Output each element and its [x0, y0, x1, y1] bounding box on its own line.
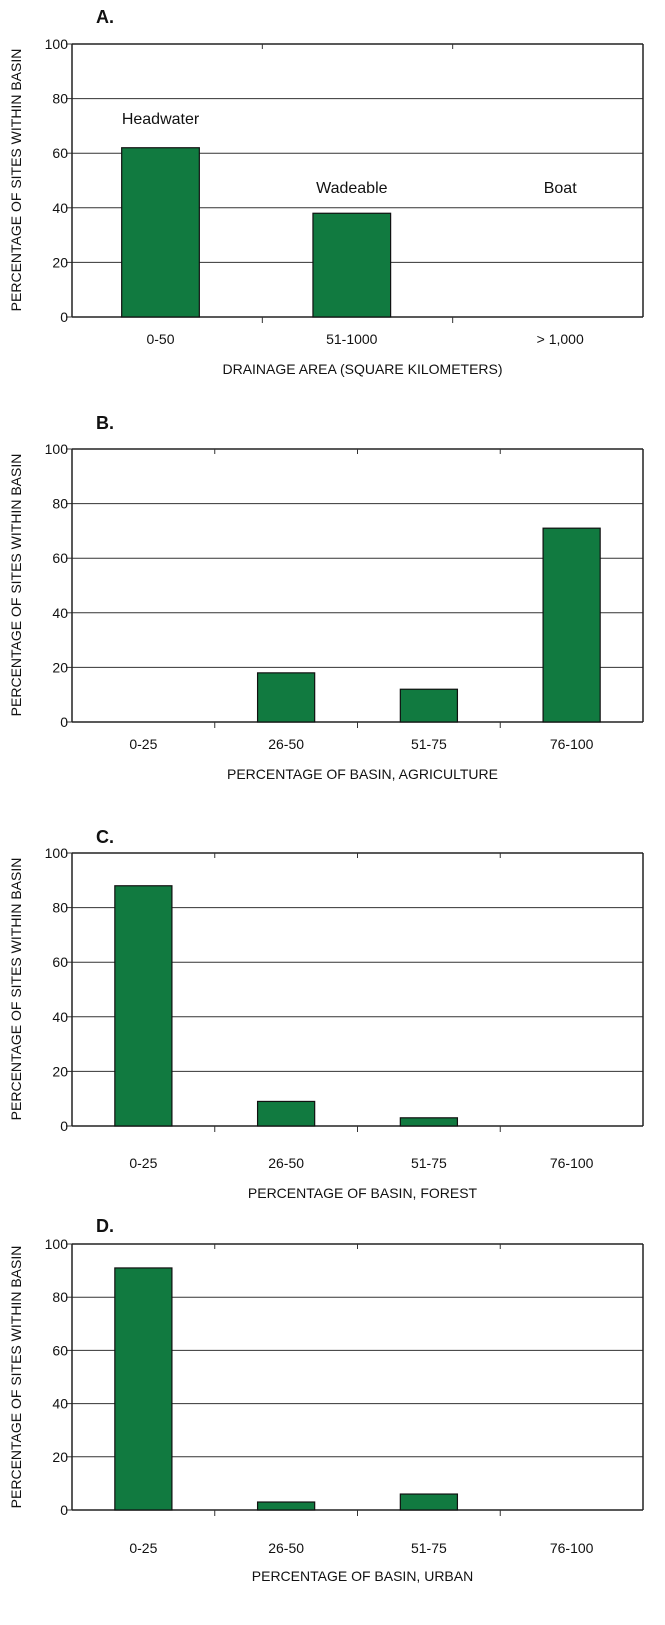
y-tick-label: 80: [52, 900, 68, 916]
y-tick-label: 40: [52, 605, 68, 621]
bar-51-75: [399, 1493, 459, 1511]
x-category-label: 76-100: [550, 1540, 594, 1556]
y-tick-label: 100: [45, 845, 69, 861]
y-axis-title: PERCENTAGE OF SITES WITHIN BASIN: [8, 454, 24, 717]
x-category-label: 0-50: [146, 331, 174, 347]
x-category-label: 26-50: [268, 1540, 304, 1556]
x-category-label: 0-25: [129, 1155, 157, 1171]
x-category-label: > 1,000: [537, 331, 584, 347]
bar-26-50: [256, 672, 316, 723]
y-tick-label: 0: [60, 1118, 68, 1134]
y-tick-label: 80: [52, 1289, 68, 1305]
panel-label: C.: [96, 827, 114, 847]
y-tick-label: 40: [52, 1009, 68, 1025]
bar-76-100: [542, 527, 601, 723]
y-tick-label: 40: [52, 1396, 68, 1412]
panel-label: A.: [96, 7, 114, 27]
bar-26-50: [256, 1501, 316, 1511]
bar-annotation: Headwater: [122, 111, 200, 128]
y-tick-label: 0: [60, 714, 68, 730]
y-tick-label: 60: [52, 1342, 68, 1358]
panel-label: B.: [96, 413, 114, 433]
x-category-label: 51-75: [411, 1540, 447, 1556]
y-tick-label: 20: [52, 1063, 68, 1079]
chart-panel-a: A. 0 20 40 60 80 100 0-50 Headwater 51-1000 Wadeab…: [8, 7, 644, 377]
y-tick-label: 100: [45, 1236, 69, 1252]
bar-51-75: [399, 1117, 459, 1127]
y-tick-label: 60: [52, 954, 68, 970]
y-tick-label: 20: [52, 659, 68, 675]
x-category-label: 0-25: [129, 736, 157, 752]
x-axis-title: PERCENTAGE OF BASIN, FOREST: [248, 1185, 478, 1201]
chart-panel-b: B. 0 20 40 60 80 100 0-25 26-50 51-75 76-100 PERCEN…: [8, 413, 644, 782]
x-axis-title: PERCENTAGE OF BASIN, AGRICULTURE: [227, 766, 498, 782]
chart-panel-c: C. 0 20 40 60 80 100 0-25 26-50 51-75 76-100 PERCEN…: [8, 827, 644, 1201]
x-category-label: 76-100: [550, 1155, 594, 1171]
x-category-label: 51-75: [411, 736, 447, 752]
x-category-label: 26-50: [268, 1155, 304, 1171]
y-tick-label: 0: [60, 1502, 68, 1518]
y-tick-label: 80: [52, 91, 68, 107]
bar-51-75: [399, 688, 459, 723]
x-axis-title: DRAINAGE AREA (SQUARE KILOMETERS): [222, 361, 502, 377]
x-category-label: 76-100: [550, 736, 594, 752]
y-axis-title: PERCENTAGE OF SITES WITHIN BASIN: [8, 858, 24, 1121]
bar-annotation: Wadeable: [316, 180, 388, 197]
bar-51-1000: [312, 212, 392, 318]
y-axis-title: PERCENTAGE OF SITES WITHIN BASIN: [8, 1246, 24, 1509]
bar-0-50: [121, 147, 200, 318]
bar-26-50: [256, 1100, 316, 1127]
x-category-label: 51-75: [411, 1155, 447, 1171]
y-tick-label: 40: [52, 200, 68, 216]
y-tick-label: 60: [52, 550, 68, 566]
y-tick-label: 20: [52, 1449, 68, 1465]
chart-panel-d: D. 0 20 40 60 80 100 0-25 26-50 51-75 76-100 PERCEN…: [8, 1216, 644, 1584]
y-tick-label: 60: [52, 145, 68, 161]
x-axis-title: PERCENTAGE OF BASIN, URBAN: [252, 1568, 473, 1584]
bar-annotation: Boat: [544, 180, 577, 197]
y-tick-label: 100: [45, 441, 69, 457]
y-tick-label: 20: [52, 254, 68, 270]
x-category-label: 51-1000: [326, 331, 378, 347]
x-category-label: 26-50: [268, 736, 304, 752]
bar-0-25: [114, 885, 173, 1127]
panel-label: D.: [96, 1216, 114, 1236]
y-tick-label: 0: [60, 309, 68, 325]
y-tick-label: 100: [45, 36, 69, 52]
y-axis-title: PERCENTAGE OF SITES WITHIN BASIN: [8, 49, 24, 312]
x-category-label: 0-25: [129, 1540, 157, 1556]
y-tick-label: 80: [52, 496, 68, 512]
bar-0-25: [114, 1267, 173, 1511]
